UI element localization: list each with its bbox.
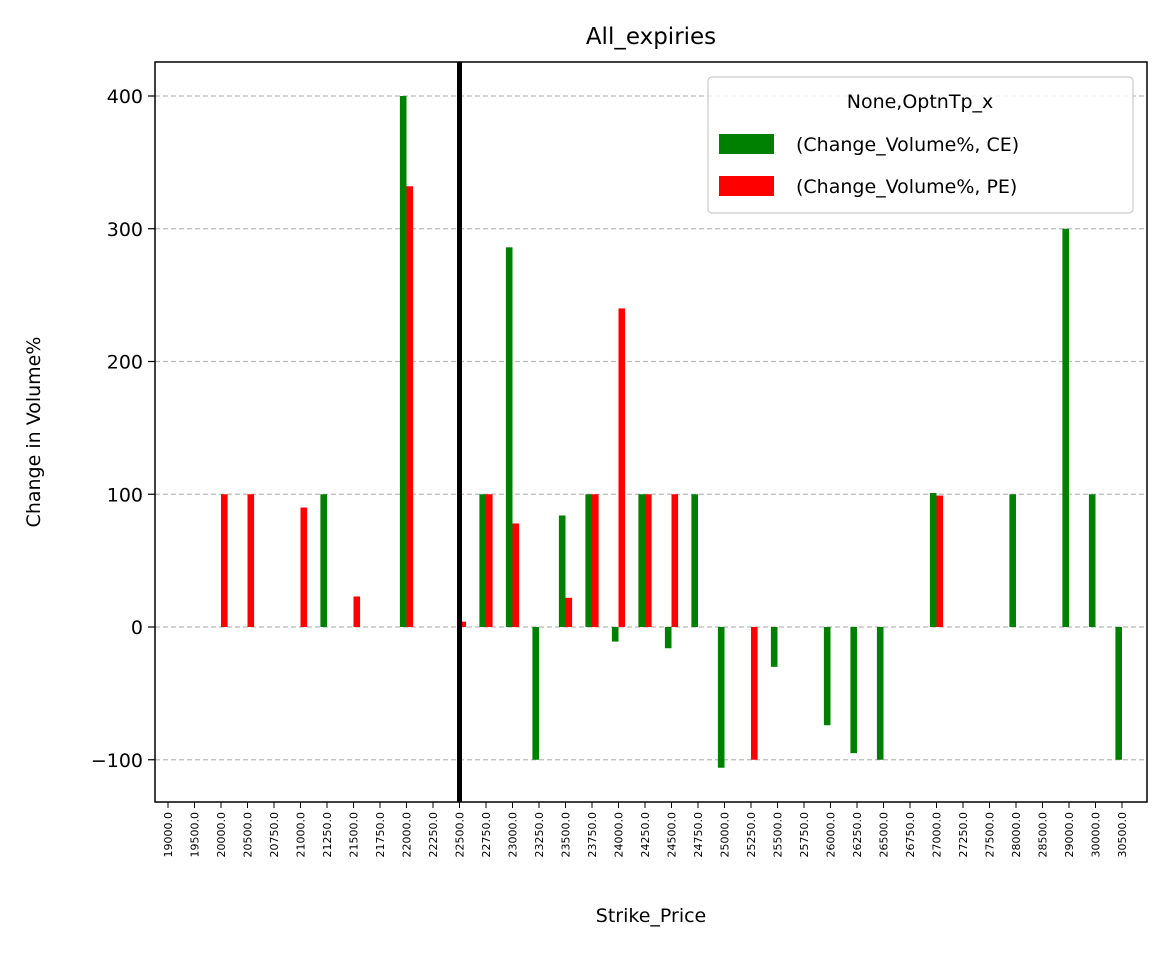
legend-label-ce: (Change_Volume%, CE) xyxy=(796,134,1019,156)
bar-ce xyxy=(1088,494,1096,627)
x-tick-label: 27000.0 xyxy=(931,812,944,858)
bar-pe xyxy=(565,597,573,627)
chart-title: All_expiries xyxy=(586,24,716,50)
bar-ce xyxy=(664,627,672,649)
bar-pe xyxy=(671,494,679,627)
y-axis-label: Change in Volume% xyxy=(23,337,45,528)
legend: None,OptnTp_x (Change_Volume%, CE) (Chan… xyxy=(707,76,1134,214)
plot-frame xyxy=(154,61,1148,803)
x-tick-label: 22500.0 xyxy=(454,812,467,858)
legend-title: None,OptnTp_x xyxy=(847,91,994,113)
bar-ce xyxy=(585,494,592,627)
bar-pe xyxy=(618,308,626,627)
x-tick-label: 30000.0 xyxy=(1090,812,1103,858)
x-tick-label: 23500.0 xyxy=(560,812,573,858)
x-tick-label: 26750.0 xyxy=(904,812,917,858)
x-tick-label: 29000.0 xyxy=(1063,812,1076,858)
x-axis: 19000.0 19500.0 20000.0 20500.0 20750.0 21000… xyxy=(162,802,1129,858)
bar-ce xyxy=(691,494,698,627)
bar-ce xyxy=(876,627,884,760)
bar-pe xyxy=(751,627,758,760)
x-tick-label: 25250.0 xyxy=(745,812,758,858)
x-tick-label: 25000.0 xyxy=(719,812,732,858)
y-tick-label: −100 xyxy=(91,750,143,772)
y-tick-label: 300 xyxy=(107,219,143,241)
bars xyxy=(221,96,1122,768)
x-tick-label: 19500.0 xyxy=(189,812,202,858)
x-tick-label: 20500.0 xyxy=(242,812,255,858)
x-tick-label: 28000.0 xyxy=(1010,812,1023,858)
x-tick-label: 24500.0 xyxy=(666,812,679,858)
x-tick-label: 20000.0 xyxy=(215,812,228,858)
legend-label-pe: (Change_Volume%, PE) xyxy=(796,176,1017,198)
bar-ce xyxy=(399,96,407,627)
bar-ce xyxy=(611,627,619,642)
bar-pe xyxy=(300,507,308,627)
bar-pe xyxy=(512,523,520,627)
x-tick-label: 26250.0 xyxy=(851,812,864,858)
x-tick-label: 27250.0 xyxy=(957,812,970,858)
legend-swatch-pe xyxy=(719,176,774,196)
legend-box xyxy=(707,76,1134,214)
y-tick-label: 0 xyxy=(131,617,143,639)
x-tick-label: 22250.0 xyxy=(427,812,440,858)
y-tick-label: 200 xyxy=(107,352,143,374)
x-tick-label: 24250.0 xyxy=(639,812,652,858)
bar-pe xyxy=(406,186,414,627)
y-tick-label: 400 xyxy=(107,86,143,108)
bar-pe xyxy=(592,494,599,627)
x-tick-label: 21250.0 xyxy=(321,812,334,858)
bar-ce xyxy=(770,627,778,667)
bar-ce xyxy=(929,492,937,627)
bar-ce xyxy=(505,247,513,627)
bar-pe xyxy=(459,621,467,627)
bar-ce xyxy=(1062,228,1069,627)
x-tick-label: 21000.0 xyxy=(295,812,308,858)
bar-pe xyxy=(247,494,255,627)
x-tick-label: 19000.0 xyxy=(162,812,175,858)
x-tick-label: 22000.0 xyxy=(401,812,414,858)
x-tick-label: 21750.0 xyxy=(374,812,387,858)
bar-ce xyxy=(320,494,327,627)
bar-ce xyxy=(1009,494,1016,627)
bar-ce xyxy=(479,494,486,627)
x-tick-label: 26500.0 xyxy=(878,812,891,858)
bar-pe xyxy=(221,494,228,627)
bar-pe xyxy=(936,495,944,627)
bar-ce xyxy=(638,494,645,627)
legend-swatch-ce xyxy=(719,134,774,154)
x-tick-label: 23250.0 xyxy=(533,812,546,858)
bar-pe xyxy=(353,596,361,627)
y-tick-label: 100 xyxy=(107,484,143,506)
bar-ce xyxy=(717,627,725,768)
x-tick-label: 24000.0 xyxy=(613,812,626,858)
bar-ce xyxy=(1115,627,1122,760)
x-tick-label: 30500.0 xyxy=(1116,812,1129,858)
x-tick-label: 23000.0 xyxy=(507,812,520,858)
x-tick-label: 26000.0 xyxy=(825,812,838,858)
x-axis-label: Strike_Price xyxy=(596,905,706,927)
bar-pe xyxy=(645,494,652,627)
x-tick-label: 24750.0 xyxy=(692,812,705,858)
x-tick-label: 27500.0 xyxy=(984,812,997,858)
bar-ce xyxy=(532,627,539,760)
x-tick-label: 22750.0 xyxy=(480,812,493,858)
x-tick-label: 21500.0 xyxy=(348,812,361,858)
bar-ce xyxy=(850,627,857,754)
y-axis: −100 0 100 200 300 400 xyxy=(91,86,155,772)
x-tick-label: 25750.0 xyxy=(798,812,811,858)
bar-ce xyxy=(823,627,831,726)
bar-ce xyxy=(558,515,566,627)
x-tick-label: 20750.0 xyxy=(268,812,281,858)
x-tick-label: 28500.0 xyxy=(1037,812,1050,858)
x-tick-label: 23750.0 xyxy=(586,812,599,858)
bar-pe xyxy=(486,494,493,627)
x-tick-label: 25500.0 xyxy=(772,812,785,858)
